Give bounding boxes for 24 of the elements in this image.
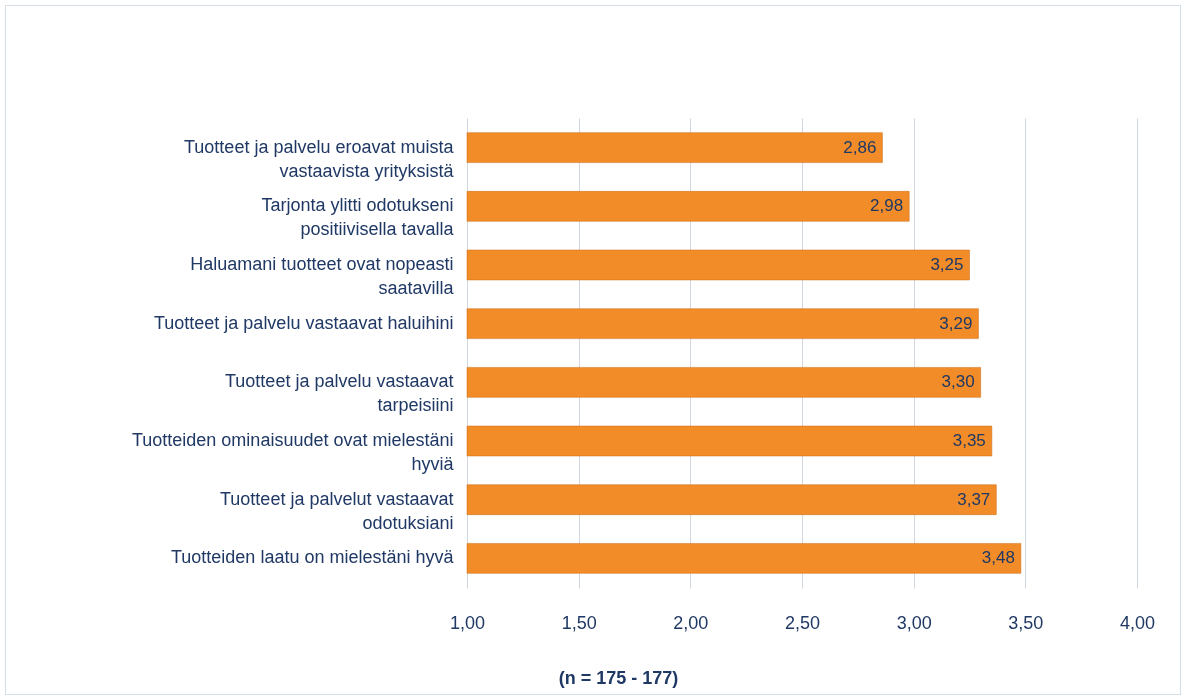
x-tick-label: 2,50 <box>784 612 821 633</box>
data-label: 2,86 <box>843 137 877 157</box>
data-label: 3,30 <box>941 372 975 392</box>
x-tick-label: 1,50 <box>561 612 597 633</box>
data-label: 3,48 <box>981 548 1015 568</box>
data-label: 3,35 <box>952 431 986 451</box>
text: (n = 175 - 177) <box>557 668 680 689</box>
x-tick-label: 2,00 <box>673 612 709 633</box>
y-tick-label: Tuotteet ja palvelu vastaavat tarpeisiini <box>225 371 454 416</box>
x-tick-label: 1,00 <box>449 612 486 633</box>
y-tick-label: Tuotteet ja palvelut vastaavat odotuksiani <box>220 488 454 533</box>
y-tick-label: Tuotteiden laatu on mielestäni hyvä <box>170 547 455 568</box>
y-tick-label: Tuotteiden ominaisuudet ovat mielestäni hyviä <box>131 430 455 475</box>
data-label: 3,25 <box>930 254 964 274</box>
y-tick-label: Tuotteet ja palvelu vastaavat haluihini <box>153 312 454 333</box>
data-label: 3,29 <box>939 313 973 333</box>
y-tick-label: Haluamani tuotteet ovat nopeasti saatavilla <box>190 253 455 298</box>
y-tick-label: Tuotteet ja palvelu eroavat muista vastaavista yrityksistä <box>184 136 455 181</box>
data-label: 2,98 <box>870 196 904 216</box>
x-tick-label: 3,50 <box>1008 612 1044 633</box>
x-tick-label: 4,00 <box>1119 612 1156 633</box>
data-label: 3,37 <box>957 489 991 509</box>
y-tick-label: Tarjonta ylitti odotukseni positiivisella tavalla <box>261 195 455 240</box>
x-tick-label: 3,00 <box>896 612 932 633</box>
